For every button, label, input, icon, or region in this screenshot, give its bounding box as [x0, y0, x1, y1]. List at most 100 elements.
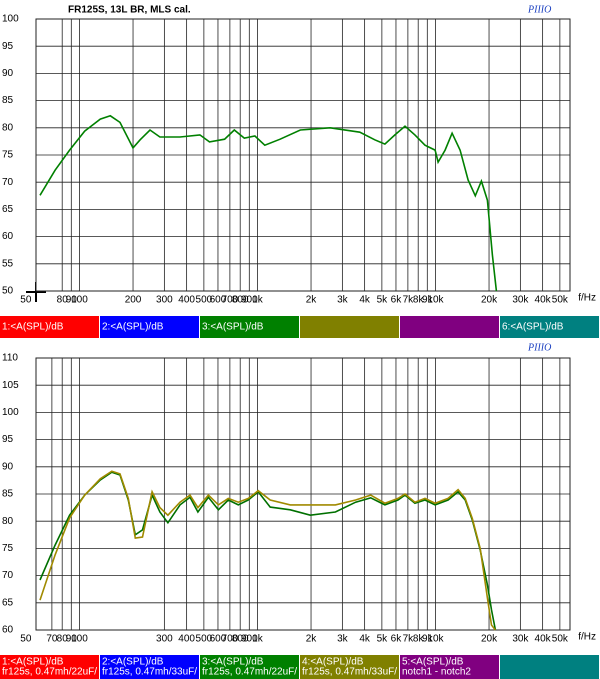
x-tick-label: 30k	[512, 634, 529, 645]
channel-label: 1:<A(SPL)/dB	[2, 322, 64, 333]
channel-label: 2:<A(SPL)/dB	[102, 657, 164, 668]
curve	[39, 470, 497, 631]
x-tick-label: 2k	[306, 295, 318, 306]
channel-label: 3:<A(SPL)/dB	[202, 322, 264, 333]
channel-label: 6:<A(SPL)/dB	[502, 322, 564, 333]
x-tick-label: 700	[222, 634, 239, 645]
channel-button[interactable]	[100, 655, 199, 679]
channel-note: fr125s, 0.47mh/22uF/	[202, 667, 297, 678]
y-tick-label: 65	[2, 597, 14, 608]
x-tick-label: 400	[178, 634, 195, 645]
x-tick-label: 4k	[359, 295, 371, 306]
y-tick-label: 110	[2, 353, 18, 364]
x-tick-label: 80	[57, 295, 69, 306]
y-tick-label: 60	[2, 231, 14, 242]
x-tick-label: 1k	[252, 295, 264, 306]
channel-button[interactable]	[300, 316, 399, 338]
channel-label: 3:<A(SPL)/dB	[202, 657, 264, 668]
x-tick-label: 8k	[413, 295, 425, 306]
channel-button[interactable]	[200, 316, 299, 338]
y-tick-label: 55	[2, 258, 14, 269]
logo: PIIIO	[527, 4, 551, 15]
channel-button[interactable]	[300, 655, 399, 679]
x-tick-label: 70	[46, 634, 58, 645]
x-tick-label: 7k	[403, 295, 415, 306]
x-tick-label: 100	[71, 634, 88, 645]
y-tick-label: 75	[2, 543, 14, 554]
y-tick-label: 60	[2, 625, 14, 636]
y-tick-label: 70	[2, 570, 14, 581]
x-tick-label: 10k	[427, 634, 444, 645]
y-tick-label: 75	[2, 150, 14, 161]
curve	[39, 114, 498, 292]
x-tick-label: 900	[241, 634, 258, 645]
x-tick-label: 300	[156, 634, 173, 645]
x-tick-label: 800	[232, 295, 249, 306]
y-tick-label: 100	[2, 407, 19, 418]
channel-button[interactable]	[500, 655, 599, 679]
channel-button[interactable]	[200, 655, 299, 679]
y-tick-label: 105	[2, 380, 19, 391]
y-tick-label: 95	[2, 434, 14, 445]
x-tick-label: 1k	[252, 634, 264, 645]
x-tick-label: 500	[196, 295, 213, 306]
x-tick-label: 20k	[481, 634, 498, 645]
x-tick-label: 400	[178, 295, 195, 306]
x-tick-label: 10k	[427, 295, 444, 306]
x-tick-label: 4k	[359, 634, 371, 645]
x-tick-label: 2k	[306, 634, 318, 645]
x-tick-label: 8k	[413, 634, 425, 645]
x-tick-label: 100	[71, 295, 88, 306]
x-tick-label: 20k	[481, 295, 498, 306]
x-tick-label: 9k	[422, 295, 434, 306]
chart-title: FR125S, 13L BR, MLS cal.	[68, 5, 191, 16]
y-tick-label: 95	[2, 41, 14, 52]
x-tick-label: 50	[20, 634, 32, 645]
x-tick-label: 3k	[337, 295, 349, 306]
x-tick-label: 200	[125, 295, 142, 306]
x-tick-label: 900	[241, 295, 258, 306]
channel-button[interactable]	[0, 316, 99, 338]
y-tick-label: 100	[2, 14, 19, 25]
x-tick-label: 600	[210, 634, 227, 645]
x-tick-label: 5k	[377, 295, 389, 306]
channel-button[interactable]	[400, 316, 499, 338]
x-tick-label: 6k	[391, 634, 403, 645]
x-tick-label: 50	[20, 295, 32, 306]
y-tick-label: 80	[2, 122, 14, 133]
x-tick-label: 80	[57, 634, 69, 645]
x-tick-label: 5k	[377, 634, 389, 645]
x-tick-label: 90	[66, 295, 78, 306]
x-tick-label: 600	[210, 295, 227, 306]
channel-note: fr125s, 0.47mh/22uF/	[2, 667, 97, 678]
x-tick-label: 500	[196, 634, 213, 645]
x-tick-label: 40k	[535, 295, 552, 306]
x-tick-label: 30k	[512, 295, 529, 306]
channel-label: 5:<A(SPL)/dB	[402, 657, 464, 668]
y-tick-label: 80	[2, 516, 14, 527]
x-tick-label: 800	[232, 634, 249, 645]
channel-label: 4:<A(SPL)/dB	[302, 657, 364, 668]
channel-button[interactable]	[400, 655, 499, 679]
x-tick-label: 3k	[337, 634, 349, 645]
x-tick-label: 300	[156, 295, 173, 306]
y-tick-label: 70	[2, 177, 14, 188]
channel-label: 2:<A(SPL)/dB	[102, 322, 164, 333]
y-tick-label: 85	[2, 95, 14, 106]
x-tick-label: 9k	[422, 634, 434, 645]
x-axis-label: f/Hz	[578, 293, 596, 304]
y-tick-label: 65	[2, 204, 14, 215]
x-tick-label: 7k	[403, 634, 415, 645]
y-tick-label: 85	[2, 489, 14, 500]
x-tick-label: 50k	[552, 634, 569, 645]
logo: PIIIO	[527, 342, 551, 353]
y-tick-label: 50	[2, 286, 14, 297]
x-tick-label: 50k	[552, 295, 569, 306]
channel-button[interactable]	[0, 655, 99, 679]
channel-note: notch1 - notch2	[402, 667, 471, 678]
x-tick-label: 6k	[391, 295, 403, 306]
channel-button[interactable]	[100, 316, 199, 338]
channel-button[interactable]	[500, 316, 599, 338]
x-tick-label: 90	[66, 634, 78, 645]
